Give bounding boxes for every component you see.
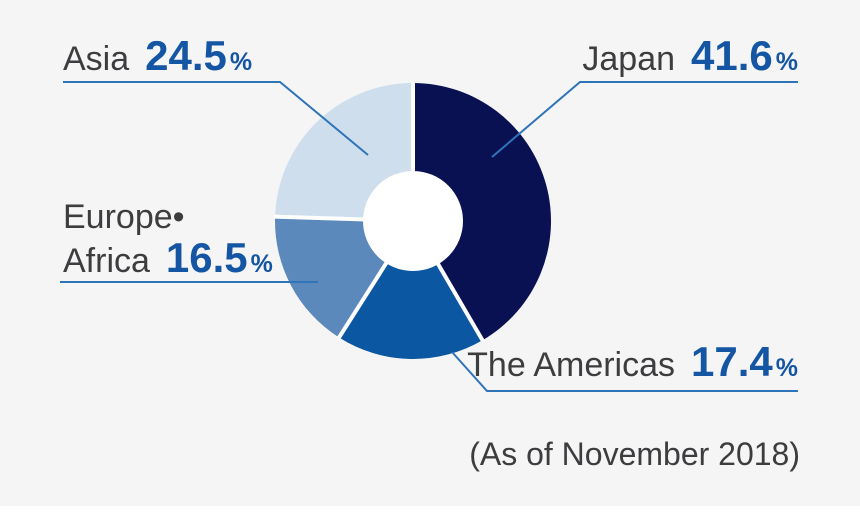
percent-sign: % bbox=[229, 48, 253, 76]
as-of-date-note: (As of November 2018) bbox=[469, 436, 800, 472]
pie-segment-the-americas bbox=[339, 221, 483, 359]
leader-line-japan bbox=[491, 81, 798, 158]
segment-label-americas: The Americas bbox=[467, 346, 676, 384]
segment-label-europe: Europe• bbox=[63, 198, 185, 236]
segment-label-japan: Japan bbox=[582, 40, 676, 78]
segment-value-asia: 24.5 bbox=[145, 32, 227, 79]
leader-line-the-americas bbox=[451, 351, 798, 392]
percent-sign: % bbox=[775, 48, 798, 76]
bottom-strip bbox=[0, 506, 860, 512]
segment-label-africa: Africa bbox=[63, 242, 150, 280]
callout-japan: Japan 41.6 % bbox=[582, 32, 798, 80]
segment-value-japan: 41.6 bbox=[691, 32, 773, 79]
segment-value-americas: 17.4 bbox=[691, 338, 773, 385]
percent-sign: % bbox=[775, 354, 798, 382]
pie-segment-japan bbox=[413, 83, 551, 341]
leader-line-asia bbox=[63, 81, 369, 156]
segment-value-europe-africa: 16.5 bbox=[165, 234, 248, 281]
callout-americas: The Americas 17.4 % bbox=[467, 338, 798, 386]
callout-asia: Asia 24.5 % bbox=[63, 32, 252, 80]
donut-hole bbox=[363, 171, 463, 271]
percent-sign: % bbox=[250, 250, 273, 278]
segment-label-asia: Asia bbox=[63, 40, 130, 78]
callout-europe-africa: Europe• Africa 16.5 % bbox=[63, 200, 273, 282]
